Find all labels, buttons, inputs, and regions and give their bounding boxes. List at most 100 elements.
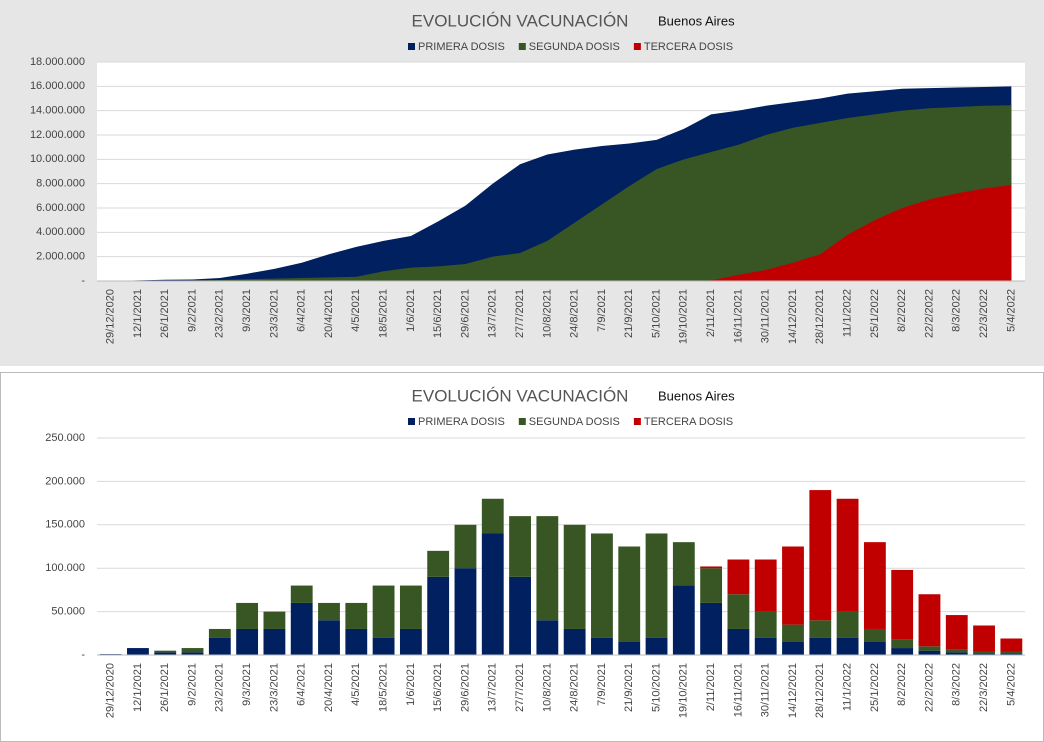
bar xyxy=(509,516,531,577)
x-tick-label: 22/3/2022 xyxy=(978,289,990,338)
y-tick-label: 14.000.000 xyxy=(30,105,85,117)
x-tick-label: 26/1/2021 xyxy=(159,663,171,712)
x-tick-label: 12/1/2021 xyxy=(132,663,144,712)
bar xyxy=(645,533,668,638)
y-tick-label: - xyxy=(81,275,85,287)
bar xyxy=(536,620,559,655)
bar xyxy=(672,542,695,586)
bar xyxy=(863,628,886,642)
x-tick-label: 29/12/2020 xyxy=(105,663,117,718)
legend-swatch xyxy=(518,43,526,50)
x-tick-label: 27/7/2021 xyxy=(514,289,526,338)
bar xyxy=(700,568,723,603)
x-tick-label: 22/3/2022 xyxy=(978,663,990,712)
bar xyxy=(618,546,641,642)
legend-swatch xyxy=(518,418,526,425)
y-tick-label: 6.000.000 xyxy=(36,202,85,214)
bar xyxy=(318,602,340,621)
bar xyxy=(208,637,231,655)
x-tick-label: 10/8/2021 xyxy=(541,289,553,338)
bar xyxy=(672,585,695,655)
x-tick-label: 28/12/2021 xyxy=(814,289,826,344)
chart-title: EVOLUCIÓN VACUNACIÓN xyxy=(412,386,629,405)
bar xyxy=(290,602,313,655)
x-tick-label: 6/4/2021 xyxy=(296,663,308,706)
y-tick-label: 18.000.000 xyxy=(30,56,85,68)
x-tick-label: 9/3/2021 xyxy=(241,663,253,706)
x-tick-label: 7/9/2021 xyxy=(596,663,608,706)
bar xyxy=(863,641,886,655)
x-tick-label: 16/11/2021 xyxy=(732,289,744,343)
x-tick-label: 16/11/2021 xyxy=(732,663,744,717)
x-tick-label: 9/3/2021 xyxy=(241,289,253,332)
x-tick-label: 23/2/2021 xyxy=(214,663,226,712)
bar xyxy=(836,498,859,612)
x-tick-label: 25/1/2022 xyxy=(869,289,881,338)
x-tick-label: 13/7/2021 xyxy=(487,289,499,338)
bar xyxy=(263,628,286,655)
x-tick-label: 5/4/2022 xyxy=(1005,289,1017,332)
bar xyxy=(1000,651,1023,654)
y-tick-label: 16.000.000 xyxy=(30,80,85,92)
legend-label: TERCERA DOSIS xyxy=(644,41,733,53)
area xyxy=(110,105,1012,281)
bar xyxy=(372,585,395,638)
y-tick-label: 100.000 xyxy=(45,562,85,574)
x-tick-label: 9/2/2021 xyxy=(186,663,198,706)
legend-label: TERCERA DOSIS xyxy=(644,416,733,428)
x-tick-label: 25/1/2022 xyxy=(869,663,881,712)
bar xyxy=(208,628,231,638)
bar xyxy=(700,602,723,655)
bar xyxy=(1000,638,1023,652)
bar xyxy=(427,576,450,655)
bar xyxy=(891,639,914,649)
x-tick-label: 4/5/2021 xyxy=(350,289,362,332)
bar xyxy=(891,569,914,640)
x-tick-label: 12/1/2021 xyxy=(132,289,144,338)
x-tick-label: 8/2/2022 xyxy=(896,663,908,706)
bar xyxy=(754,637,777,655)
x-tick-label: 2/11/2021 xyxy=(705,289,717,337)
bar xyxy=(782,624,804,642)
x-tick-label: 14/12/2021 xyxy=(787,663,799,718)
x-tick-label: 29/6/2021 xyxy=(459,289,471,338)
bar xyxy=(563,524,586,629)
x-tick-label: 29/12/2020 xyxy=(105,289,117,344)
x-tick-label: 22/2/2022 xyxy=(923,289,935,338)
y-tick-label: 150.000 xyxy=(45,519,85,531)
x-tick-label: 30/11/2021 xyxy=(760,289,772,343)
bar xyxy=(427,550,450,577)
bar xyxy=(973,653,995,655)
x-tick-label: 7/9/2021 xyxy=(596,289,608,332)
bar xyxy=(836,637,859,655)
bar xyxy=(399,628,422,655)
bar xyxy=(127,648,149,655)
y-tick-label: 10.000.000 xyxy=(30,153,85,165)
bar xyxy=(727,559,750,595)
legend-label: PRIMERA DOSIS xyxy=(418,416,505,428)
bar xyxy=(891,648,914,655)
y-tick-label: 250.000 xyxy=(45,432,85,444)
x-tick-label: 14/12/2021 xyxy=(787,289,799,344)
bar xyxy=(945,652,968,655)
bar xyxy=(563,628,586,655)
x-tick-label: 13/7/2021 xyxy=(487,663,499,712)
x-tick-label: 20/4/2021 xyxy=(323,663,335,712)
x-tick-label: 27/7/2021 xyxy=(514,663,526,712)
bar xyxy=(454,568,477,655)
x-tick-label: 23/2/2021 xyxy=(214,289,226,338)
bar xyxy=(782,641,804,655)
x-tick-label: 18/5/2021 xyxy=(377,663,389,712)
bar xyxy=(863,542,886,629)
bar xyxy=(809,620,832,638)
x-tick-label: 19/10/2021 xyxy=(678,663,690,718)
bar xyxy=(754,611,777,638)
bar xyxy=(345,628,368,655)
bar xyxy=(782,546,804,625)
chart-title: EVOLUCIÓN VACUNACIÓN xyxy=(412,11,629,30)
legend-swatch xyxy=(633,43,641,50)
x-tick-label: 5/4/2022 xyxy=(1005,663,1017,706)
y-tick-label: - xyxy=(81,649,85,661)
bar xyxy=(181,652,204,655)
x-tick-label: 15/6/2021 xyxy=(432,663,444,712)
